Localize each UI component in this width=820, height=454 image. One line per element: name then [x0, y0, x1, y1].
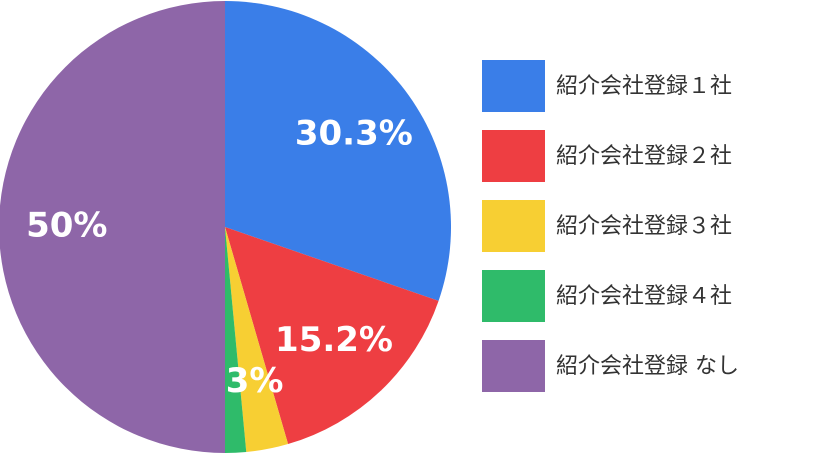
pie-slice [225, 227, 289, 452]
legend-swatch [482, 130, 545, 182]
value-label: 15.2% [275, 320, 393, 360]
legend-swatch [482, 340, 545, 392]
legend-swatch [482, 200, 545, 252]
legend-swatch [482, 60, 545, 112]
pie-slice [225, 227, 247, 453]
pie-slice [225, 1, 452, 301]
legend-label: 紹介会社登録 なし [556, 354, 739, 379]
value-label: 30.3% [295, 114, 413, 154]
legend-label: 紹介会社登録２社 [556, 144, 732, 169]
pie-slice [0, 1, 225, 453]
legend-label: 紹介会社登録３社 [556, 214, 732, 239]
legend-label: 紹介会社登録１社 [556, 74, 732, 99]
value-label: 50% [26, 206, 107, 246]
legend-label: 紹介会社登録４社 [556, 284, 732, 309]
legend-swatch [482, 270, 545, 322]
value-label: 3% [226, 361, 284, 401]
pie-slice [225, 227, 439, 445]
